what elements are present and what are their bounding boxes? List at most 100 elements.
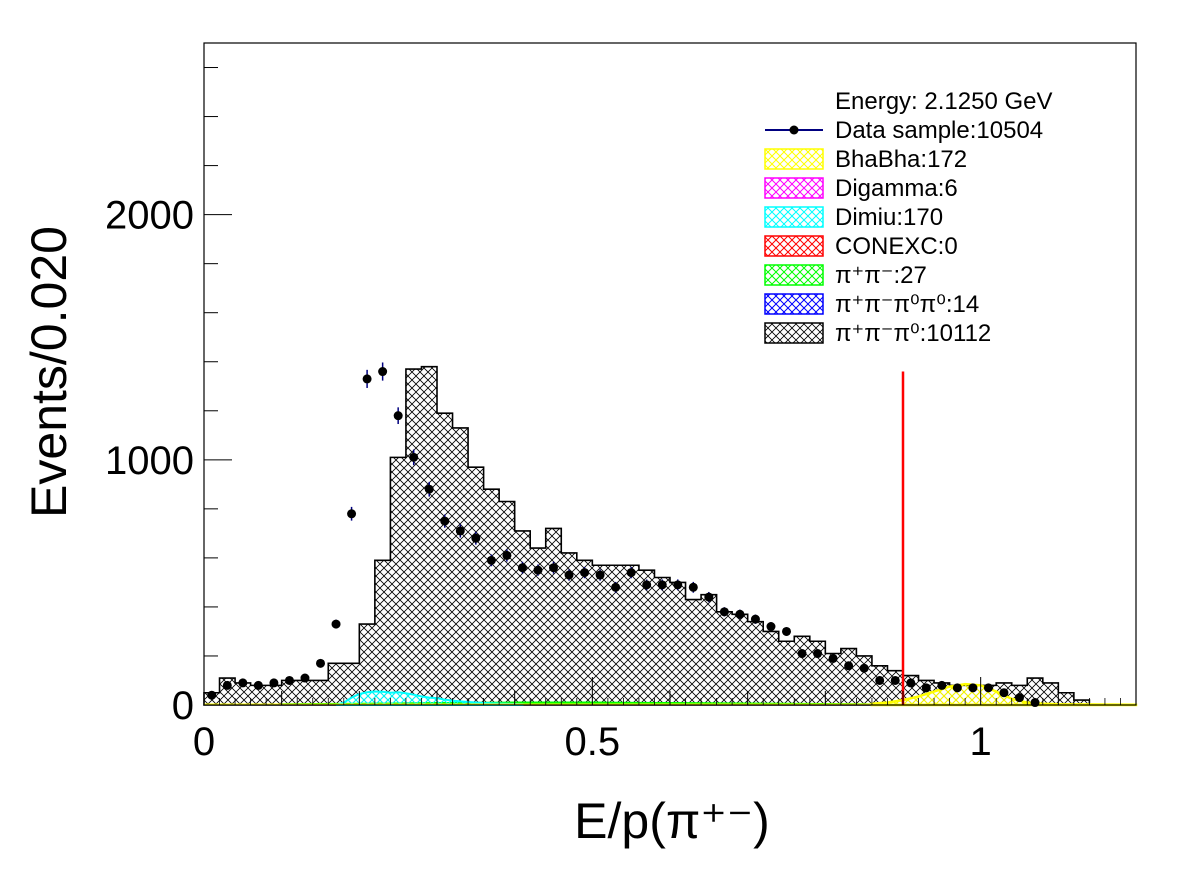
data-point: [222, 680, 232, 690]
legend-label: BhaBha:172: [835, 146, 967, 173]
data-point: [859, 663, 869, 673]
data-point: [673, 579, 683, 591]
legend-entry: Dimiu:170: [764, 204, 943, 231]
legend-label: Data sample:10504: [835, 117, 1043, 144]
data-point: [921, 683, 931, 693]
legend-label: π⁺π⁻π⁰π⁰:14: [835, 291, 979, 318]
y-tick-label: 0: [172, 684, 194, 728]
data-marker: [921, 683, 931, 693]
axes-layer: 0 0.5 1 0 1000 2000 E/p(π⁺⁻) Events/0.020: [21, 42, 1137, 849]
legend-entry: π⁺π⁻:27: [764, 262, 927, 289]
data-marker: [766, 622, 776, 632]
data-marker: [673, 580, 683, 590]
x-tick-label: 0.5: [565, 720, 621, 764]
histogram-layer: [203, 365, 1136, 706]
data-marker: [222, 680, 232, 690]
data-marker: [844, 661, 854, 671]
data-point: [331, 619, 341, 629]
data-point: [424, 481, 434, 497]
data-marker: [875, 675, 885, 685]
data-point: [642, 579, 652, 591]
data-point: [828, 653, 838, 663]
data-marker: [393, 411, 403, 421]
data-marker: [813, 649, 823, 659]
data-point: [735, 609, 745, 619]
data-point: [207, 690, 217, 700]
data-marker: [549, 563, 558, 573]
data-marker: [797, 649, 807, 659]
data-marker: [968, 683, 978, 693]
data-marker: [626, 568, 636, 578]
data-marker: [1030, 698, 1040, 708]
data-marker: [735, 609, 745, 619]
data-point: [782, 626, 791, 636]
data-point: [1030, 698, 1040, 708]
data-marker: [253, 680, 263, 690]
data-marker: [657, 580, 667, 590]
data-point: [657, 579, 667, 591]
data-marker: [316, 658, 325, 668]
data-marker: [440, 516, 450, 526]
legend-marker-swatch: [789, 125, 799, 135]
data-point: [890, 675, 900, 685]
data-marker: [517, 563, 527, 573]
legend-entry: π⁺π⁻π⁰:10112: [764, 320, 991, 347]
data-marker: [455, 526, 465, 536]
data-point: [1015, 693, 1024, 703]
data-point: [455, 524, 465, 538]
legend-fill-swatch: [764, 235, 824, 257]
data-marker: [564, 570, 574, 580]
legend-fill-swatch: [764, 293, 824, 315]
data-marker: [782, 626, 791, 636]
data-point: [797, 649, 807, 659]
histogram-pipipi0: [203, 365, 1136, 706]
data-point: [253, 680, 263, 690]
data-marker: [580, 568, 590, 578]
data-point: [704, 591, 714, 603]
legend-label: Digamma:6: [835, 175, 958, 202]
legend-fill-swatch: [764, 177, 824, 199]
data-point: [844, 661, 854, 671]
data-marker: [362, 374, 372, 384]
data-point: [564, 569, 574, 581]
legend-entry: BhaBha:172: [764, 146, 967, 173]
legend-fill-swatch: [764, 322, 824, 344]
data-point: [719, 607, 729, 617]
legend-entry: π⁺π⁻π⁰π⁰:14: [764, 291, 979, 318]
data-marker: [719, 607, 729, 617]
data-marker: [750, 614, 760, 624]
data-point: [906, 678, 916, 688]
data-point: [580, 566, 590, 579]
legend-label: π⁺π⁻π⁰:10112: [835, 320, 991, 347]
legend-fill-swatch: [764, 148, 824, 170]
data-marker: [952, 683, 962, 693]
data-point: [595, 569, 605, 581]
legend-label: π⁺π⁻:27: [835, 262, 927, 289]
data-point: [409, 449, 419, 466]
data-point: [300, 673, 310, 683]
data-point: [347, 506, 357, 521]
data-points-layer: [207, 362, 1040, 708]
legend-label: CONEXC:0: [835, 233, 958, 260]
legend-label: Dimiu:170: [835, 204, 943, 231]
data-marker: [983, 683, 993, 693]
data-point: [440, 514, 450, 528]
data-point: [983, 683, 993, 693]
x-tick-label: 1: [970, 720, 992, 764]
legend-fill-swatch: [764, 206, 824, 228]
data-marker: [1015, 693, 1024, 703]
data-marker: [331, 619, 341, 629]
data-marker: [347, 509, 357, 519]
data-point: [284, 675, 294, 685]
data-marker: [207, 690, 217, 700]
data-marker: [502, 550, 512, 560]
data-point: [533, 564, 543, 576]
data-marker: [859, 663, 869, 673]
data-point: [502, 549, 512, 562]
data-marker: [300, 673, 310, 683]
data-marker: [471, 533, 481, 543]
data-marker: [890, 675, 900, 685]
legend-header: Energy: 2.1250 GeV: [835, 88, 1052, 115]
